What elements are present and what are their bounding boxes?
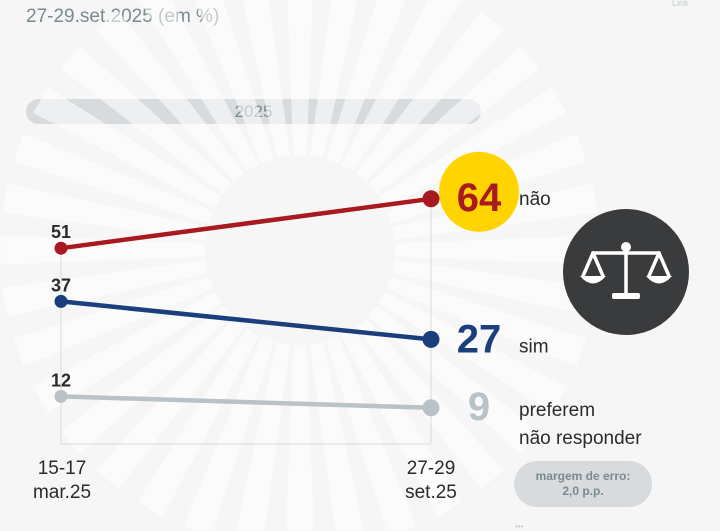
series-label-sim: sim [519,336,549,357]
data-point-sim [422,330,440,348]
margin-line-1: margem de erro: [535,469,631,483]
start-value-nao: 51 [51,222,71,242]
background-ray [33,87,222,209]
series-label-nao: não [519,189,551,210]
background-ray [61,305,232,454]
series-label-preferem: preferem [519,400,595,421]
background-ray [183,336,274,530]
series-label-preferem: não responder [519,428,642,449]
series-line-sim [58,299,434,342]
background-ray [355,11,504,182]
start-value-preferem: 12 [51,370,71,390]
margin-line-2: 2,0 p.p. [562,484,604,498]
background-ray [392,259,598,317]
background-ray [378,87,567,209]
background-ray [138,0,259,172]
background-ray [96,318,245,489]
background-ray [286,344,314,530]
x-tick-label: 27-29 [407,458,456,479]
x-tick-label: set.25 [405,482,457,503]
background-ray [2,259,208,317]
data-point-nao [54,241,68,255]
background-ray [96,11,245,182]
background-ray [394,235,600,265]
margin-of-error-badge: margem de erro: 2,0 p.p. [514,461,652,507]
background-ray [33,291,222,413]
background-ray [13,133,214,224]
corner-mark: Link [672,0,689,8]
data-point-preferem [54,389,68,403]
background-ray [386,276,587,367]
background-ray [236,342,291,530]
background-ray [378,291,567,413]
end-value-preferem: 9 [468,385,490,429]
start-value-sim: 37 [51,275,71,295]
x-tick-label: 15-17 [38,458,87,479]
data-point-nao [422,190,440,208]
background-ray [309,0,358,158]
highlight-circle [439,151,519,232]
background-ray [137,328,259,517]
foot-mark: ••• [515,522,524,531]
background-ray [326,0,406,164]
background-ray [341,0,462,172]
background-ray [242,0,291,158]
background-ray [0,235,206,265]
end-value-nao: 64 [457,176,502,220]
x-tick-label: mar.25 [33,482,91,503]
scales-of-justice-icon [563,209,689,335]
background-ray [13,276,214,367]
background-ray [326,336,417,530]
background-ray [368,305,539,454]
background-ray [309,342,364,530]
data-point-sim [54,294,68,308]
background-ray [287,0,313,156]
background-ray [2,183,208,241]
series-line-preferem [58,394,434,411]
background-ray [194,0,274,164]
data-point-preferem [422,399,440,417]
background-ray [341,328,463,517]
series-line-nao [58,196,434,251]
end-value-sim: 27 [457,317,502,361]
background-ray [368,46,539,195]
background-ray [61,46,232,195]
